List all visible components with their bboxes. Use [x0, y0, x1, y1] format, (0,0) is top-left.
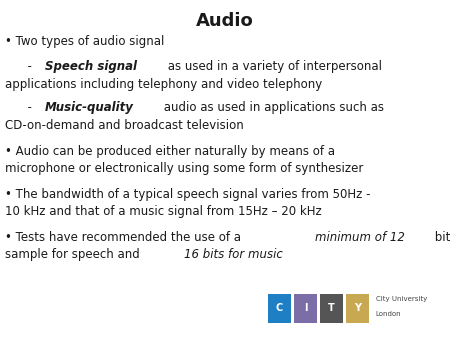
Text: 10 kHz and that of a music signal from 15Hz – 20 kHz: 10 kHz and that of a music signal from 1…: [5, 205, 322, 218]
FancyBboxPatch shape: [268, 294, 291, 323]
Text: 16 bits for music: 16 bits for music: [184, 248, 283, 261]
FancyBboxPatch shape: [294, 294, 317, 323]
Text: T: T: [328, 304, 335, 313]
Text: microphone or electronically using some form of synthesizer: microphone or electronically using some …: [5, 162, 364, 175]
Text: applications including telephony and video telephony: applications including telephony and vid…: [5, 78, 323, 91]
Text: bits per: bits per: [431, 231, 450, 243]
Text: CD-on-demand and broadcast television: CD-on-demand and broadcast television: [5, 119, 244, 132]
Text: Speech signal: Speech signal: [45, 60, 137, 73]
Text: • Audio can be produced either naturally by means of a: • Audio can be produced either naturally…: [5, 145, 335, 158]
Text: C: C: [276, 304, 283, 313]
Text: • The bandwidth of a typical speech signal varies from 50Hz -: • The bandwidth of a typical speech sign…: [5, 188, 371, 200]
Text: -: -: [5, 101, 36, 114]
Text: I: I: [304, 304, 307, 313]
Text: audio as used in applications such as: audio as used in applications such as: [160, 101, 383, 114]
Text: sample for speech and: sample for speech and: [5, 248, 144, 261]
Text: Y: Y: [354, 304, 361, 313]
Text: London: London: [376, 311, 401, 317]
Text: -: -: [5, 60, 36, 73]
Text: minimum of 12: minimum of 12: [315, 231, 405, 243]
FancyBboxPatch shape: [320, 294, 343, 323]
FancyBboxPatch shape: [346, 294, 369, 323]
Text: • Tests have recommended the use of a: • Tests have recommended the use of a: [5, 231, 245, 243]
Text: Audio: Audio: [196, 12, 254, 30]
Text: City University: City University: [376, 296, 427, 303]
Text: as used in a variety of interpersonal: as used in a variety of interpersonal: [164, 60, 382, 73]
Text: Music-quality: Music-quality: [45, 101, 134, 114]
Text: • Two types of audio signal: • Two types of audio signal: [5, 35, 165, 48]
